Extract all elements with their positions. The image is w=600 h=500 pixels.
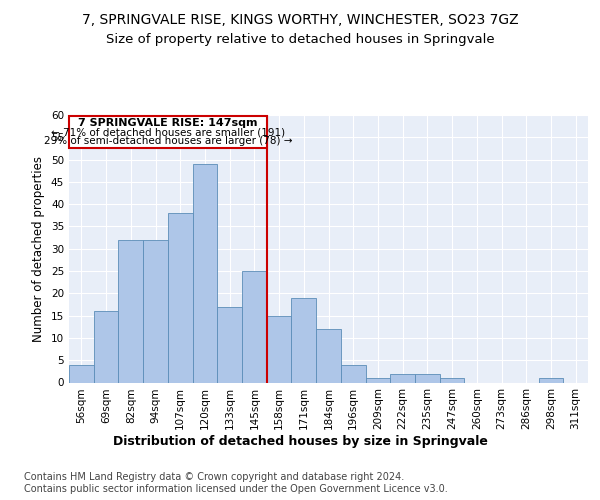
Bar xyxy=(539,378,563,382)
Y-axis label: Number of detached properties: Number of detached properties xyxy=(32,156,46,342)
Bar xyxy=(242,271,267,382)
Bar xyxy=(365,378,390,382)
Bar xyxy=(341,364,365,382)
Bar xyxy=(440,378,464,382)
Text: Contains HM Land Registry data © Crown copyright and database right 2024.: Contains HM Land Registry data © Crown c… xyxy=(24,472,404,482)
Bar xyxy=(217,306,242,382)
Bar xyxy=(316,329,341,382)
Bar xyxy=(415,374,440,382)
Bar xyxy=(69,364,94,382)
Bar xyxy=(267,316,292,382)
Bar xyxy=(193,164,217,382)
Text: Distribution of detached houses by size in Springvale: Distribution of detached houses by size … xyxy=(113,435,487,448)
Bar xyxy=(118,240,143,382)
Bar xyxy=(168,213,193,382)
Text: Size of property relative to detached houses in Springvale: Size of property relative to detached ho… xyxy=(106,32,494,46)
Bar xyxy=(143,240,168,382)
Text: 7 SPRINGVALE RISE: 147sqm: 7 SPRINGVALE RISE: 147sqm xyxy=(78,118,257,128)
Text: ← 71% of detached houses are smaller (191): ← 71% of detached houses are smaller (19… xyxy=(51,127,285,137)
Bar xyxy=(390,374,415,382)
FancyBboxPatch shape xyxy=(69,116,267,148)
Text: 7, SPRINGVALE RISE, KINGS WORTHY, WINCHESTER, SO23 7GZ: 7, SPRINGVALE RISE, KINGS WORTHY, WINCHE… xyxy=(82,12,518,26)
Text: 29% of semi-detached houses are larger (78) →: 29% of semi-detached houses are larger (… xyxy=(44,136,292,146)
Text: Contains public sector information licensed under the Open Government Licence v3: Contains public sector information licen… xyxy=(24,484,448,494)
Bar xyxy=(292,298,316,382)
Bar xyxy=(94,311,118,382)
